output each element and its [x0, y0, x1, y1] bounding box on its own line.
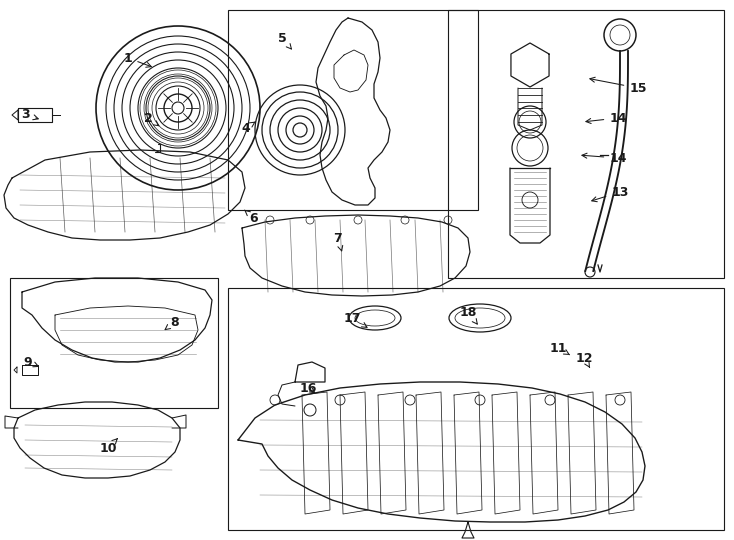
Text: 10: 10 [99, 438, 117, 455]
Bar [448, 10, 724, 278]
Text: 4: 4 [241, 122, 255, 134]
Text: 14: 14 [586, 111, 627, 125]
Text: 6: 6 [244, 210, 258, 225]
Text: 3: 3 [22, 109, 38, 122]
Text: 15: 15 [590, 77, 647, 94]
Text: 18: 18 [459, 306, 477, 324]
Bar [228, 10, 478, 210]
Text: 2: 2 [144, 111, 159, 126]
Text: 7: 7 [334, 232, 343, 251]
Text: 11: 11 [549, 341, 570, 355]
Bar [10, 278, 218, 408]
Bar [228, 288, 724, 530]
Text: 16: 16 [299, 381, 316, 395]
Text: 5: 5 [277, 31, 291, 49]
Text: 12: 12 [575, 352, 593, 367]
Text: 9: 9 [23, 355, 38, 368]
Text: 14: 14 [582, 152, 627, 165]
Text: 17: 17 [344, 312, 367, 327]
Text: 8: 8 [165, 315, 179, 329]
Text: 1: 1 [123, 51, 151, 68]
Text: 13: 13 [592, 186, 629, 202]
